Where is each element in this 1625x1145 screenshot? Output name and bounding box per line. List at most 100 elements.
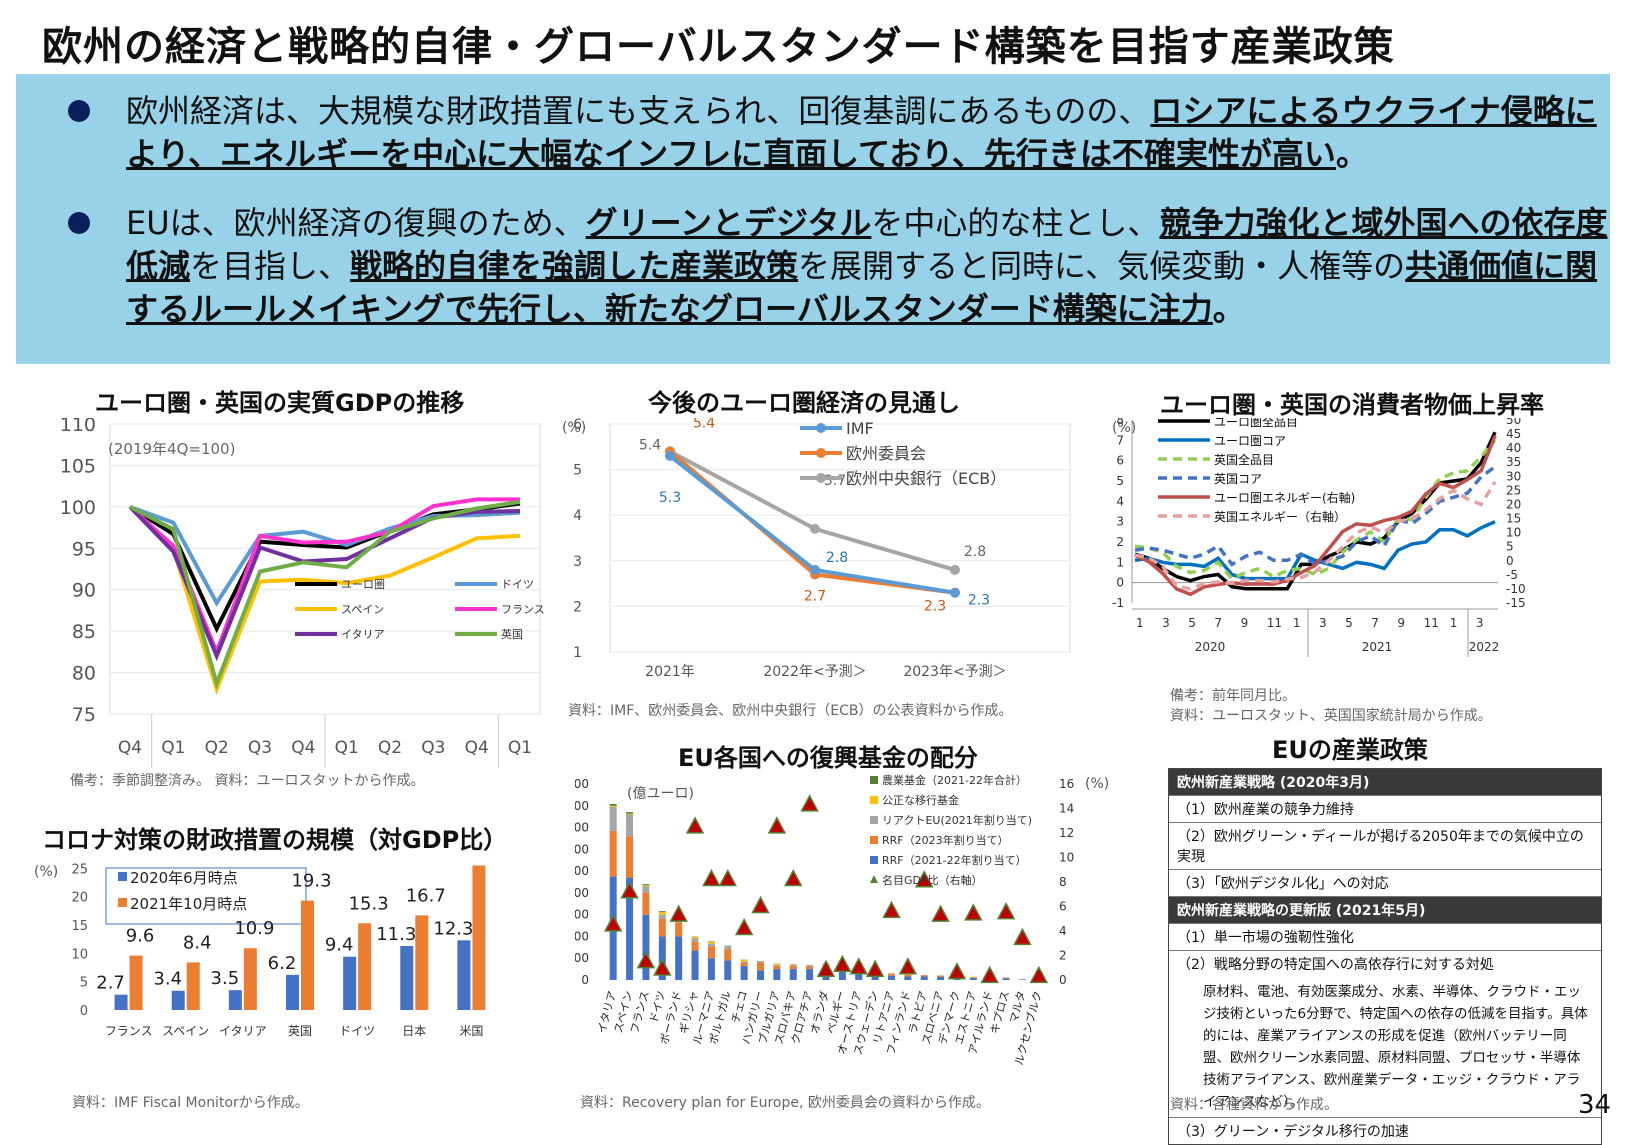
fiscal-data-label: 15.3: [349, 893, 389, 914]
recovery-legend-label: RRF（2023年割り当て）: [882, 833, 1009, 847]
cpi-left-tick: 7: [1116, 433, 1124, 447]
bullet1-end: 。: [1336, 135, 1368, 173]
recovery-bar-segment: [708, 946, 715, 958]
recovery-bar-segment: [626, 812, 633, 814]
cpi-left-tick: 6: [1116, 454, 1124, 468]
fiscal-legend-label: 2020年6月時点: [130, 869, 238, 887]
fiscal-chart: (%) 051015202530フランススペインイタリア英国ドイツ日本米国2.7…: [30, 860, 530, 1080]
recovery-bar-segment: [790, 966, 797, 969]
gdp-x-tick: Q4: [291, 738, 315, 758]
recovery-right-tick: 2: [1059, 949, 1067, 963]
bullet2-text: を中心的な柱とし、: [871, 204, 1159, 242]
recovery-legend-label: 名目GDP比（右軸）: [882, 873, 983, 887]
fiscal-data-label: 10.9: [234, 918, 274, 939]
gdp-series-line: [130, 499, 520, 651]
recovery-bar-segment: [708, 942, 715, 944]
policy-header-2020: 欧州新産業戦略 (2020年3月): [1169, 769, 1601, 796]
recovery-gdp-marker: [753, 898, 769, 913]
fiscal-bar: [115, 995, 128, 1010]
recovery-legend-swatch: [870, 836, 878, 844]
recovery-bar-segment: [741, 960, 748, 962]
policy-table: 欧州新産業戦略 (2020年3月) （1）欧州産業の競争力維持 （2）欧州グリー…: [1168, 768, 1602, 1145]
recovery-right-tick: 4: [1059, 924, 1067, 938]
recovery-bar-segment: [773, 965, 780, 966]
recovery-bar-segment: [806, 966, 813, 969]
fiscal-unit: (%): [34, 864, 58, 880]
recovery-bar-segment: [692, 939, 699, 942]
cpi-x-tick: 3: [1319, 616, 1327, 630]
outlook-point: [950, 588, 960, 598]
cpi-right-tick: 10: [1506, 526, 1521, 540]
outlook-data-label: 5.3: [659, 490, 681, 506]
outlook-point: [810, 524, 820, 534]
gdp-x-tick: Q2: [378, 738, 402, 758]
gdp-chart: 7580859095100105110Q4Q1Q2Q3Q4Q1Q2Q3Q4Q12…: [60, 418, 550, 768]
fiscal-y-tick: 0: [80, 1004, 88, 1019]
cpi-right-tick: 15: [1506, 512, 1521, 526]
recovery-bar-segment: [790, 969, 797, 980]
gdp-x-tick: Q3: [421, 738, 445, 758]
recovery-left-tick: 400: [575, 886, 589, 900]
gdp-legend-label: ドイツ: [501, 578, 534, 591]
recovery-gdp-marker: [933, 906, 949, 921]
cpi-left-tick: 0: [1116, 576, 1124, 590]
recovery-bar-segment: [708, 944, 715, 947]
recovery-bar-segment: [741, 961, 748, 962]
recovery-bar-segment: [610, 804, 617, 806]
cpi-left-tick: 8: [1116, 418, 1124, 427]
recovery-bar-segment: [642, 886, 649, 893]
recovery-chart: (億ユーロ) (%) 01002003004005006007008009000…: [575, 770, 1120, 1090]
recovery-bar-segment: [773, 966, 780, 969]
recovery-unit-left: (億ユーロ): [627, 786, 694, 802]
recovery-left-tick: 700: [575, 821, 589, 835]
recovery-bar-segment: [904, 975, 911, 977]
policy-item: （1）欧州産業の競争力維持: [1169, 796, 1601, 823]
policy-item: （3）「欧州デジタル化」への対応: [1169, 870, 1601, 897]
recovery-bar-segment: [773, 969, 780, 980]
recovery-right-tick: 10: [1059, 851, 1074, 865]
recovery-note: 資料：Recovery plan for Europe, 欧州委員会の資料から作…: [580, 1092, 990, 1112]
policy-item: （1）単一市場の強靭性強化: [1169, 924, 1601, 951]
fiscal-data-label: 8.4: [183, 932, 212, 953]
gdp-x-tick: Q2: [205, 738, 229, 758]
recovery-legend-swatch: [870, 776, 878, 784]
fiscal-y-tick: 5: [80, 976, 88, 991]
cpi-legend-label: ユーロ圏コア: [1214, 434, 1286, 448]
cpi-legend-label: 英国全品目: [1214, 452, 1274, 467]
fiscal-data-label: 2.7: [96, 973, 125, 994]
outlook-y-tick: 5: [573, 463, 582, 479]
cpi-x-tick: 1: [1450, 616, 1458, 630]
fiscal-x-tick: スペイン: [162, 1024, 209, 1038]
cpi-year-label: 2021: [1362, 640, 1393, 654]
page-title: 欧州の経済と戦略的自律・グローバルスタンダード構築を目指す産業政策: [42, 14, 1395, 72]
recovery-gdp-marker: [900, 959, 916, 974]
cpi-right-tick: 25: [1506, 483, 1521, 497]
outlook-data-label: 2.3: [924, 599, 946, 615]
cpi-x-tick: 7: [1371, 616, 1379, 630]
gdp-legend-label: スペイン: [341, 603, 384, 616]
recovery-bar-segment: [610, 806, 617, 807]
gdp-y-tick: 90: [72, 580, 96, 602]
recovery-bar-segment: [757, 970, 764, 980]
recovery-gdp-marker: [638, 953, 654, 968]
recovery-bar-segment: [610, 807, 617, 831]
policy-item: （2）戦略分野の特定国への高依存行に対する対処: [1169, 951, 1601, 977]
outlook-legend-marker: [816, 448, 826, 458]
fiscal-note: 資料：IMF Fiscal Monitorから作成。: [72, 1092, 309, 1112]
bullet1-text: 欧州経済は、大規模な財政措置にも支えられ、回復基調にあるものの、: [126, 92, 1150, 130]
fiscal-legend-swatch: [118, 872, 127, 881]
outlook-y-tick: 2: [573, 599, 582, 615]
gdp-y-tick: 75: [72, 704, 96, 726]
fiscal-bar: [286, 975, 299, 1010]
cpi-left-tick: 3: [1116, 515, 1124, 529]
recovery-bar-segment: [937, 976, 944, 977]
gdp-x-tick: Q3: [248, 738, 272, 758]
cpi-x-tick: 9: [1241, 616, 1249, 630]
recovery-gdp-marker: [965, 905, 981, 920]
cpi-x-tick: 5: [1188, 616, 1196, 630]
bullet-icon: [68, 212, 90, 234]
fiscal-data-label: 3.4: [153, 969, 182, 990]
recovery-legend-swatch: [870, 796, 878, 804]
fiscal-legend-swatch: [118, 898, 127, 907]
